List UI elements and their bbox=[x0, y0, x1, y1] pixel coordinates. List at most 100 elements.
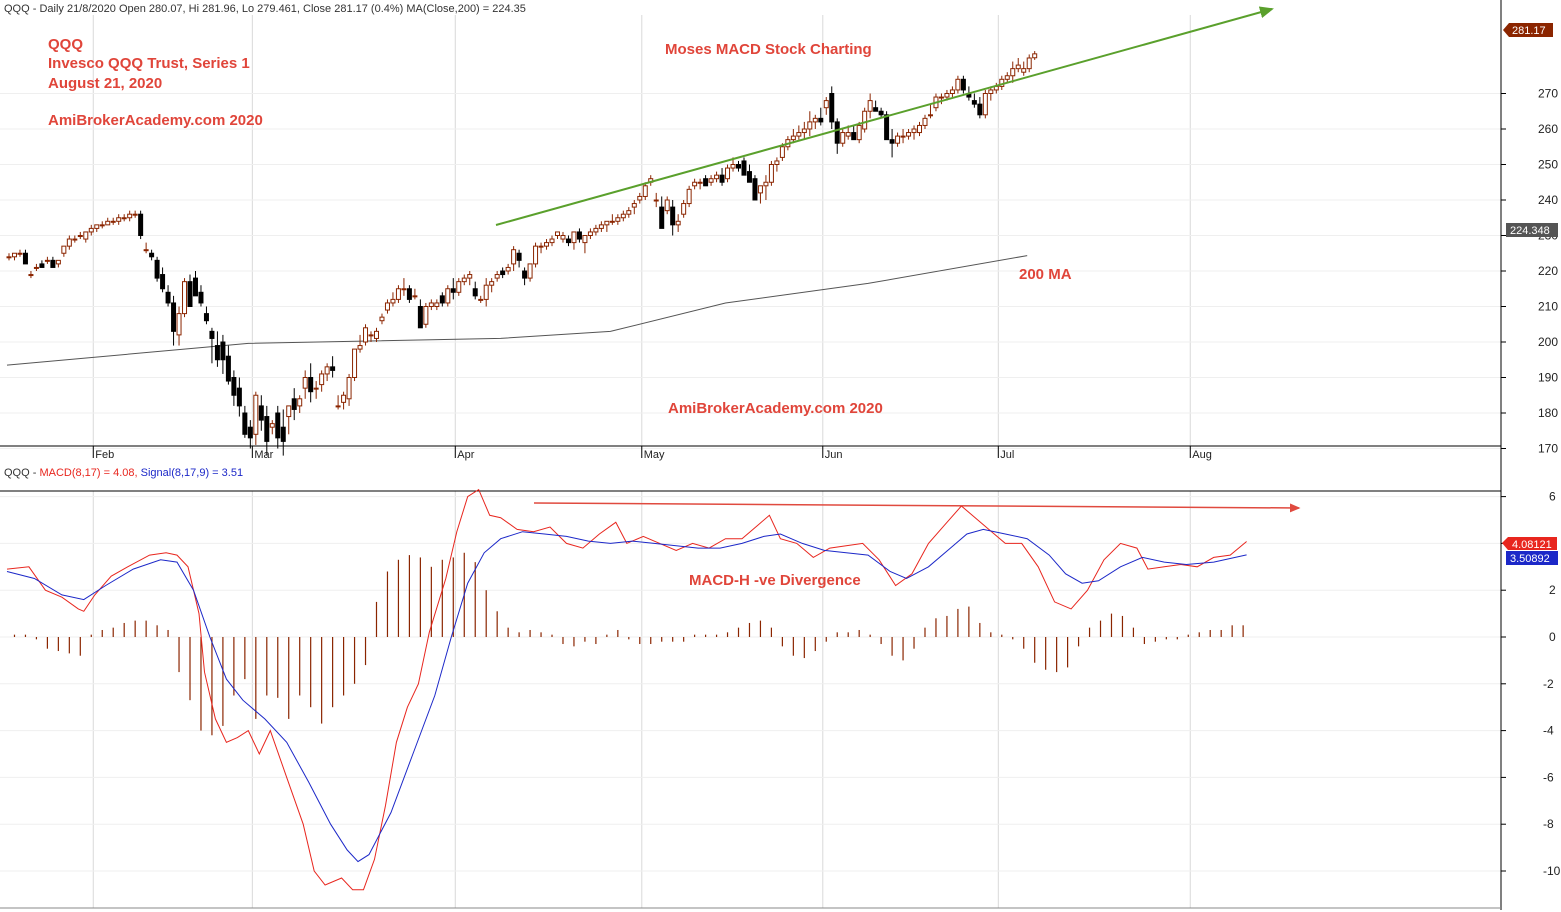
candle-body bbox=[516, 252, 522, 261]
candle-body bbox=[1004, 75, 1010, 80]
candle-body bbox=[302, 377, 308, 389]
candle-body bbox=[593, 227, 599, 233]
macd-tick-label: -8 bbox=[1543, 817, 1554, 831]
month-label: Apr bbox=[457, 449, 474, 461]
candle-body bbox=[840, 132, 846, 144]
svg-text:4.08121: 4.08121 bbox=[1512, 539, 1552, 551]
candle-body bbox=[895, 135, 901, 144]
candle-body bbox=[253, 394, 259, 435]
candle-body bbox=[960, 78, 966, 91]
candle-body bbox=[670, 206, 676, 226]
candle-body bbox=[911, 128, 917, 134]
candle-body bbox=[6, 256, 12, 259]
candle-body bbox=[752, 178, 758, 201]
candle-body bbox=[330, 366, 336, 371]
candle-body bbox=[171, 302, 177, 332]
candle-body bbox=[401, 288, 407, 291]
candle-body bbox=[889, 139, 895, 144]
macd-tick-label: 2 bbox=[1549, 583, 1556, 597]
candle-body bbox=[576, 231, 582, 240]
candle-body bbox=[917, 124, 923, 134]
candle-body bbox=[467, 274, 473, 279]
candle-body bbox=[247, 426, 253, 439]
candle-body bbox=[779, 146, 785, 158]
candle-body bbox=[132, 213, 138, 216]
candle-body bbox=[511, 249, 517, 265]
candle-body bbox=[313, 387, 319, 390]
candle-body bbox=[203, 313, 209, 322]
candle-body bbox=[105, 220, 111, 226]
month-label: May bbox=[644, 449, 665, 461]
price-trend-arrow bbox=[495, 6, 1274, 226]
candle-body bbox=[565, 238, 571, 244]
candle-body bbox=[83, 231, 89, 240]
annotation-ma-label: 200 MA bbox=[1019, 266, 1072, 283]
candle-body bbox=[615, 217, 621, 222]
candle-body bbox=[746, 171, 752, 183]
candle-body bbox=[412, 295, 418, 298]
candle-body bbox=[214, 345, 220, 361]
candle-body bbox=[269, 423, 275, 428]
candle-body bbox=[653, 199, 659, 202]
candle-body bbox=[182, 281, 188, 315]
macd-value-tag: 4.08121 bbox=[1502, 537, 1557, 551]
candle-body bbox=[121, 217, 127, 220]
price-tick-label: 190 bbox=[1538, 371, 1558, 385]
candle-body bbox=[977, 103, 983, 116]
candle-body bbox=[489, 281, 495, 286]
candle-body bbox=[225, 355, 231, 382]
candle-body bbox=[324, 366, 330, 375]
candle-body bbox=[812, 117, 818, 123]
price-tick-label: 240 bbox=[1538, 193, 1558, 207]
candle-body bbox=[434, 302, 440, 308]
candle-body bbox=[757, 185, 763, 194]
price-tick-label: 220 bbox=[1538, 264, 1558, 278]
macd-tick-label: 0 bbox=[1549, 630, 1556, 644]
candle-body bbox=[878, 110, 884, 116]
candle-body bbox=[522, 270, 528, 279]
candle-body bbox=[1021, 68, 1027, 73]
candle-body bbox=[845, 132, 851, 137]
candle-body bbox=[116, 217, 122, 222]
candle-body bbox=[571, 231, 577, 244]
candle-body bbox=[708, 178, 714, 183]
candle-body bbox=[626, 210, 632, 215]
candle-body bbox=[505, 266, 511, 272]
macd-tick-label: -6 bbox=[1543, 770, 1554, 784]
price-tick-label: 270 bbox=[1538, 87, 1558, 101]
candle-body bbox=[834, 121, 840, 144]
candle-body bbox=[598, 224, 604, 229]
candle-body bbox=[544, 242, 550, 247]
candle-body bbox=[127, 213, 133, 219]
candle-body bbox=[275, 412, 281, 439]
candle-body bbox=[357, 345, 363, 350]
candle-body bbox=[363, 327, 369, 343]
candle-body bbox=[33, 266, 39, 269]
candle-body bbox=[703, 178, 709, 187]
candle-body bbox=[297, 398, 303, 407]
annotation-center-title: Moses MACD Stock Charting bbox=[665, 41, 872, 58]
candle-body bbox=[406, 288, 412, 300]
price-tick-label: 200 bbox=[1538, 335, 1558, 349]
candle-body bbox=[286, 405, 292, 418]
month-label: Jul bbox=[1000, 449, 1014, 461]
annotation-site: AmiBrokerAcademy.com 2020 bbox=[48, 112, 263, 129]
candle-body bbox=[725, 167, 731, 180]
candle-body bbox=[714, 174, 720, 180]
candle-body bbox=[368, 334, 374, 337]
candle-body bbox=[341, 394, 347, 403]
candle-body bbox=[264, 416, 270, 442]
candle-body bbox=[11, 252, 17, 258]
candle-body bbox=[768, 164, 774, 183]
candle-body bbox=[675, 220, 681, 226]
candle-body bbox=[988, 89, 994, 94]
candle-body bbox=[922, 117, 928, 126]
candle-body bbox=[555, 231, 560, 236]
candle-body bbox=[319, 373, 325, 386]
candle-body bbox=[291, 398, 297, 410]
month-axis-labels: Feb Mar Apr May Jun Jul Aug bbox=[92, 446, 1212, 461]
candle-body bbox=[160, 274, 166, 290]
macd-tick-label: -4 bbox=[1543, 724, 1554, 738]
